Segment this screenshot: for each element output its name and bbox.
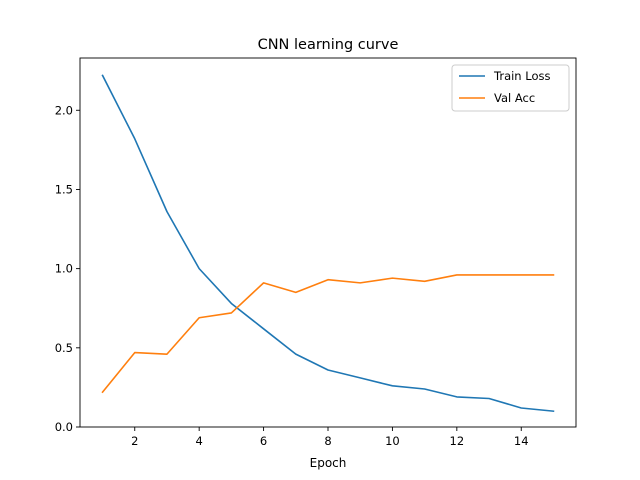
y-tick-label: 0.5: [55, 341, 73, 355]
y-tick-label: 1.5: [55, 182, 73, 196]
x-axis-ticks: 2 4 6 8 10 12 14: [131, 427, 529, 448]
y-tick-label: 1.0: [55, 262, 73, 276]
plot-lines: [101, 74, 555, 413]
x-tick-label: 2: [131, 434, 138, 448]
legend-label-1: Val Acc: [494, 91, 535, 105]
y-tick-label: 0.0: [55, 420, 73, 434]
plot-frame: [79, 57, 577, 428]
series-line-1: [101, 274, 555, 394]
chart-title: CNN learning curve: [258, 37, 399, 53]
y-axis-ticks: 0.0 0.5 1.0 1.5 2.0: [55, 103, 80, 434]
y-tick-label: 2.0: [55, 103, 73, 117]
series-line-0: [101, 74, 555, 413]
x-tick-label: 14: [514, 434, 529, 448]
x-axis-label: Epoch: [310, 456, 347, 470]
x-tick-label: 12: [450, 434, 465, 448]
x-tick-label: 4: [196, 434, 203, 448]
legend-label-0: Train Loss: [493, 69, 550, 83]
x-tick-label: 8: [324, 434, 331, 448]
legend: Train Loss Val Acc: [451, 64, 570, 112]
x-tick-label: 6: [260, 434, 267, 448]
x-tick-label: 10: [385, 434, 400, 448]
